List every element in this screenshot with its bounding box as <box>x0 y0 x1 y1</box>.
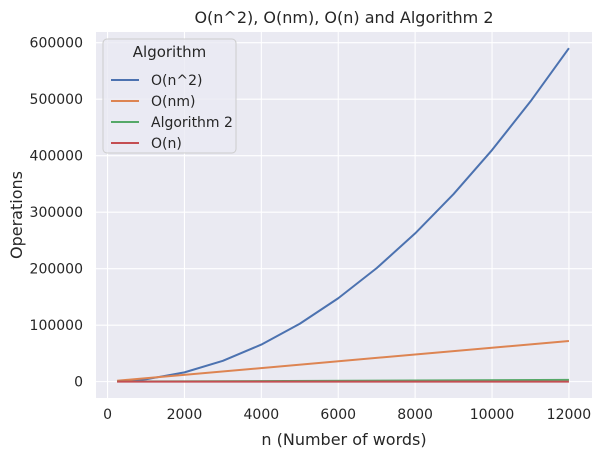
chart-title: O(n^2), O(nm), O(n) and Algorithm 2 <box>194 8 493 27</box>
y-axis-label: Operations <box>7 171 26 259</box>
series-line <box>117 339 570 382</box>
y-tick-label: 0 <box>74 375 83 391</box>
y-tick-labels: 0 100000 200000 300000 400000 500000 600000 <box>30 36 83 391</box>
legend-item-label: Algorithm 2 <box>151 115 233 131</box>
x-tick-label: 10000 <box>470 407 515 423</box>
series-lines <box>117 47 570 383</box>
y-tick-label: 500000 <box>30 92 83 108</box>
series-line <box>117 47 570 383</box>
legend-item-label: O(n^2) <box>151 73 202 89</box>
y-tick-label: 300000 <box>30 205 83 221</box>
x-tick-label: 2000 <box>167 407 203 423</box>
y-tick-label: 100000 <box>30 318 83 334</box>
x-tick-label: 0 <box>103 407 112 423</box>
legend-box <box>102 38 237 154</box>
x-tick-label: 6000 <box>320 407 356 423</box>
legend-item-label: O(nm) <box>151 94 195 110</box>
x-tick-label: 12000 <box>547 407 592 423</box>
y-tick-label: 400000 <box>30 149 83 165</box>
y-tick-label: 600000 <box>30 36 83 52</box>
x-tick-label: 8000 <box>397 407 433 423</box>
legend-item-label: O(n) <box>151 136 182 152</box>
y-tick-label: 200000 <box>30 262 83 278</box>
legend-title: Algorithm <box>133 43 206 61</box>
x-tick-labels: 0 2000 4000 6000 8000 10000 12000 <box>103 407 591 423</box>
legend: Algorithm O(n^2) O(nm) Algorithm 2 O(n) <box>102 38 237 154</box>
x-axis-label: n (Number of words) <box>261 430 426 449</box>
x-tick-label: 4000 <box>244 407 280 423</box>
